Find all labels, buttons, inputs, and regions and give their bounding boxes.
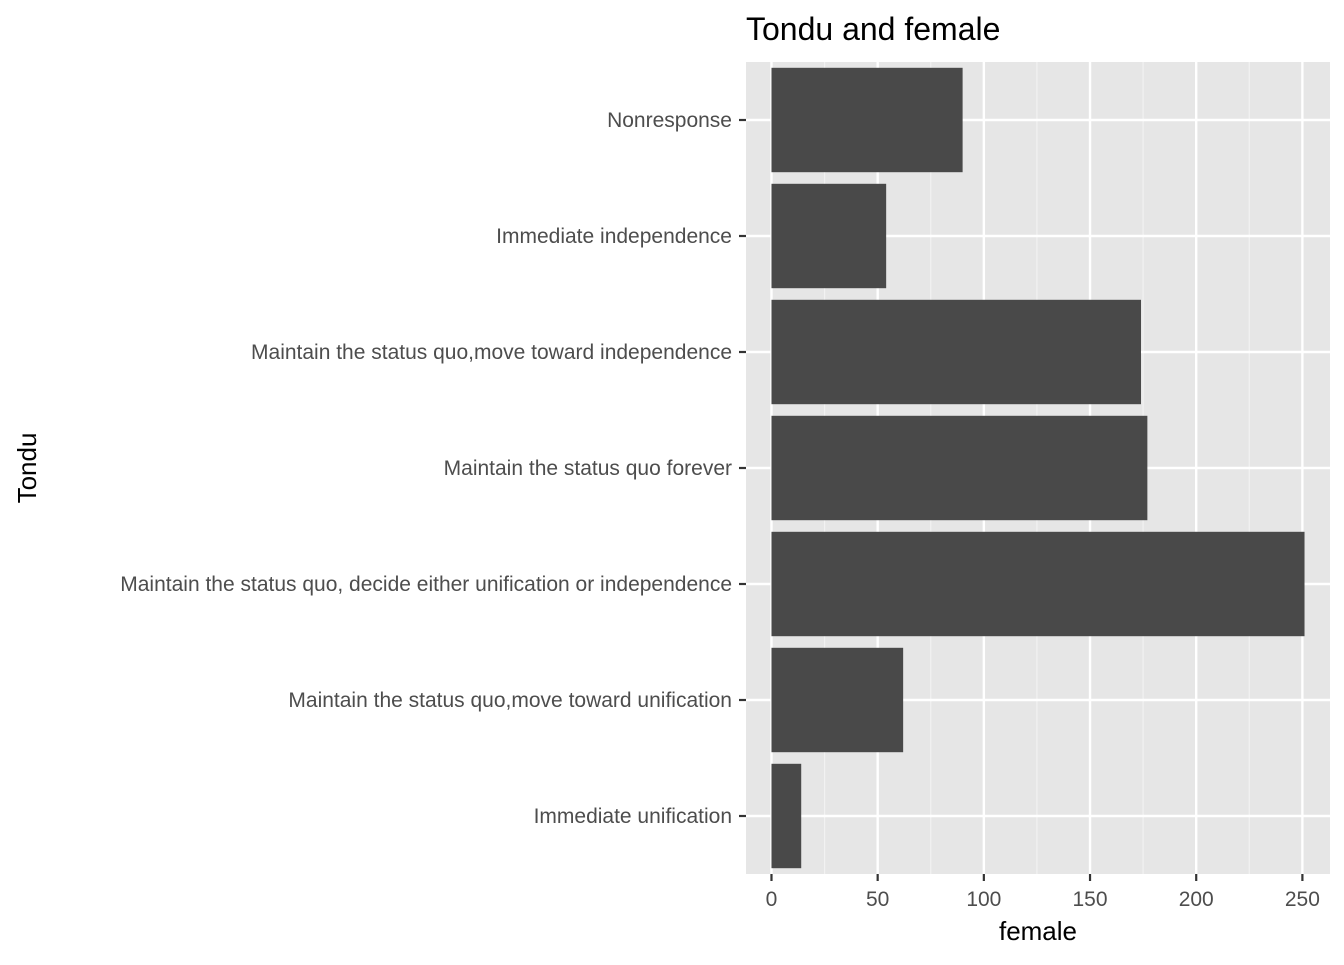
bar xyxy=(771,183,887,289)
y-tick-label: Immediate unification xyxy=(534,805,732,828)
y-tick-label: Maintain the status quo, decide either u… xyxy=(120,573,732,596)
x-tick-label: 100 xyxy=(966,888,1001,911)
x-tick-label: 150 xyxy=(1073,888,1108,911)
bar xyxy=(771,531,1305,637)
x-axis: 0 50 100 150 200 250 xyxy=(766,874,1320,911)
y-tick-label: Maintain the status quo,move toward unif… xyxy=(288,689,732,712)
x-tick-label: 0 xyxy=(766,888,778,911)
y-tick-label: Immediate independence xyxy=(496,225,732,248)
bars-group xyxy=(771,67,1305,869)
y-axis-title: Tondu xyxy=(12,433,42,504)
y-tick-label: Maintain the status quo,move toward inde… xyxy=(251,341,732,364)
x-tick-label: 200 xyxy=(1179,888,1214,911)
y-tick-label: Maintain the status quo forever xyxy=(444,457,732,480)
x-tick-label: 250 xyxy=(1285,888,1320,911)
x-tick-label: 50 xyxy=(866,888,889,911)
bar xyxy=(771,299,1141,405)
y-tick-label: Nonresponse xyxy=(607,109,732,132)
bar xyxy=(771,763,802,869)
bar xyxy=(771,67,963,173)
chart-title: Tondu and female xyxy=(746,11,1000,47)
y-axis: Nonresponse Immediate independence Maintai… xyxy=(120,109,746,828)
x-axis-title: female xyxy=(999,916,1077,946)
bar xyxy=(771,647,904,753)
bar xyxy=(771,415,1148,521)
